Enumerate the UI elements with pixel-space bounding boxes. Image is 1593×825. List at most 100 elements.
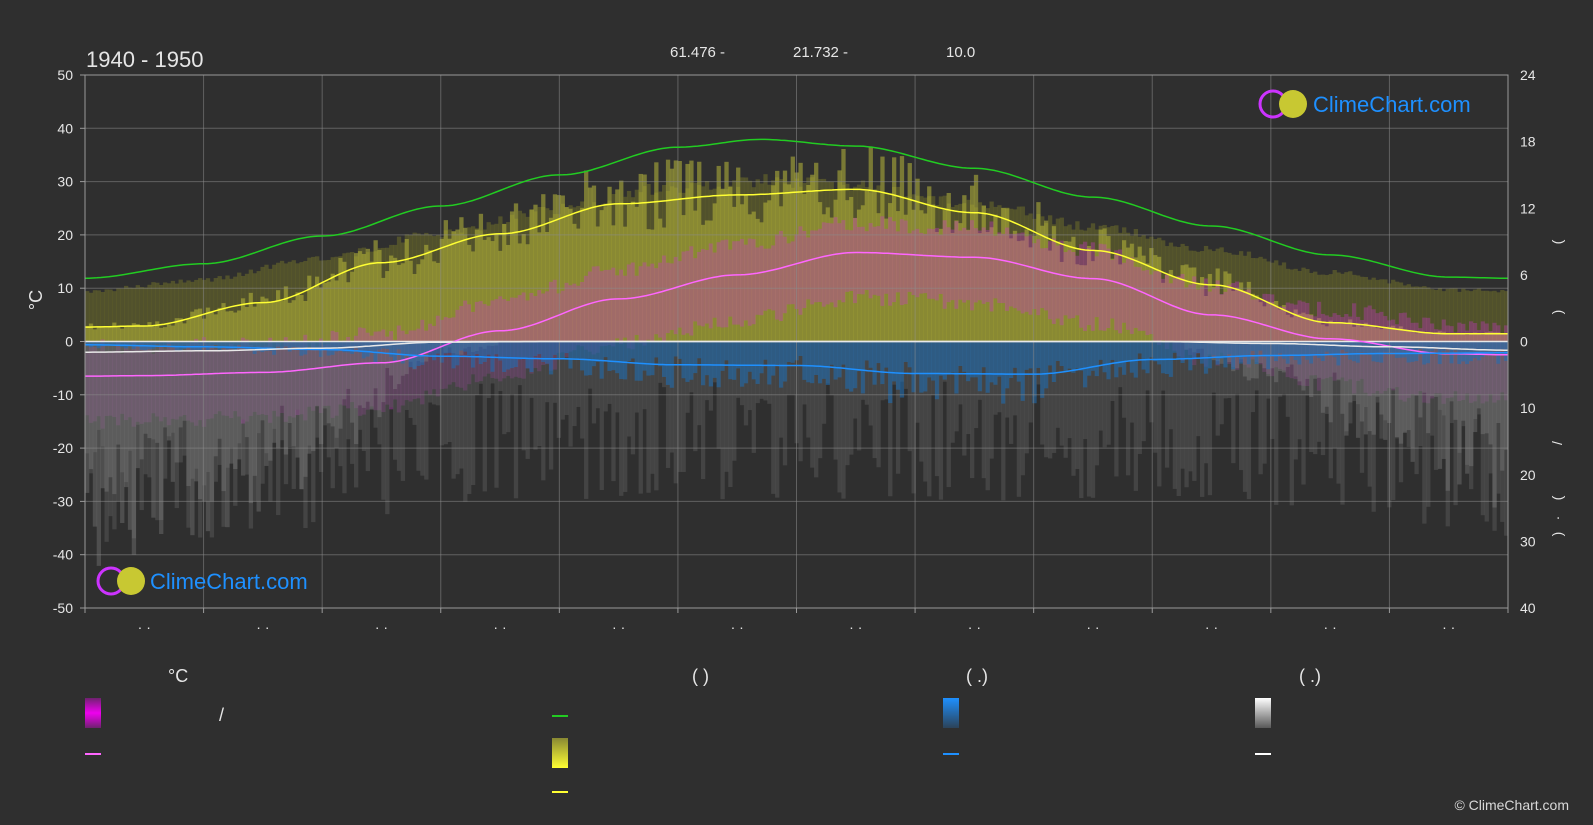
precip-day-bar [455, 341, 460, 475]
temp-range-day-bar [853, 217, 858, 304]
brand-logo-bottom[interactable]: ClimeChart.com [96, 566, 308, 596]
rain-day-bar [217, 341, 222, 350]
rain-day-bar [552, 341, 558, 355]
sunshine-day-bar [1141, 255, 1146, 342]
sunshine-day-bar [685, 163, 690, 342]
rain-day-bar [1367, 341, 1372, 355]
temp-range-day-bar [868, 223, 873, 299]
sunshine-day-bar [856, 209, 862, 342]
sunshine-day-bar [786, 184, 792, 342]
daylight-day-bar [1316, 274, 1322, 342]
temp-range-day-bar [1051, 238, 1057, 324]
temp-range-day-bar [677, 261, 682, 328]
temp-range-day-bar [1176, 275, 1181, 357]
precip-day-bar [459, 341, 464, 469]
rain-day-bar [120, 341, 125, 348]
sunshine-day-bar [365, 248, 370, 342]
rain-day-bar [428, 341, 433, 356]
precip-day-bar [1098, 341, 1103, 431]
rain-day-bar [1090, 341, 1096, 371]
precip-day-bar [112, 341, 117, 530]
rain-day-bar [697, 341, 702, 359]
precip-day-bar [1270, 341, 1275, 439]
snow-day-bar [272, 341, 277, 443]
snow-day-bar [373, 341, 378, 389]
rain-day-bar [1430, 341, 1435, 351]
rain-day-bar [315, 341, 320, 350]
sunshine-day-bar [1469, 333, 1474, 342]
precip-day-bar [116, 341, 121, 502]
sunshine-day-bar [377, 249, 382, 342]
precip-day-bar [1024, 341, 1029, 454]
sunshine-day-bar [1125, 247, 1131, 342]
precip-day-bar [576, 341, 581, 407]
daylight-day-bar [166, 283, 172, 342]
sunshine-day-bar [541, 194, 546, 342]
rain-day-bar [498, 341, 503, 361]
temp-range-day-bar [1001, 233, 1006, 304]
precip-day-bar [1492, 341, 1497, 531]
precip-day-bar [1476, 341, 1482, 415]
rain-day-bar [1254, 341, 1259, 365]
snow-day-bar [291, 341, 296, 447]
temp-range-day-bar [607, 269, 612, 345]
sunshine-day-bar [626, 204, 632, 342]
precip-day-bar [1149, 341, 1154, 423]
precip-day-bar [237, 341, 242, 444]
precip-day-bar [724, 341, 729, 472]
snow-day-bar [92, 341, 98, 527]
daylight-day-bar [85, 291, 90, 342]
sunshine-day-bar [962, 195, 967, 342]
sunshine-day-bar [1172, 276, 1178, 342]
sunshine-day-bar [1028, 247, 1033, 342]
sunshine-day-bar [1488, 331, 1493, 342]
rain-day-bar [1172, 341, 1178, 353]
rain-day-bar [829, 341, 834, 365]
temp-range-day-bar [1238, 291, 1244, 363]
rain-day-bar [1012, 341, 1018, 368]
rain-day-bar [615, 341, 620, 374]
snow-day-bar [1324, 341, 1330, 407]
precip-day-bar [665, 341, 671, 468]
brand-logo-top[interactable]: ClimeChart.com [1258, 89, 1471, 119]
temp-range-day-bar [486, 305, 491, 374]
rain-day-bar [1215, 341, 1220, 365]
rain-day-bar [895, 341, 901, 390]
x-tick-label: · · [612, 619, 625, 635]
precip-day-bar [205, 341, 211, 472]
logo-sun-icon [117, 567, 145, 595]
precip-day-bar [346, 341, 351, 440]
precip-day-bar [1047, 341, 1053, 459]
rain-day-bar [311, 341, 316, 348]
sunshine-day-bar [1063, 241, 1068, 342]
temp-range-day-bar [786, 243, 792, 305]
precip-day-bar [1469, 341, 1474, 490]
legend-snow-header: ( .) [1299, 666, 1321, 686]
rain-day-bar [572, 341, 577, 359]
sunshine-day-bar [229, 310, 234, 342]
sunshine-day-bar [1398, 326, 1404, 342]
precip-day-bar [252, 341, 257, 502]
sunshine-day-bar [938, 228, 944, 342]
sunshine-day-bar [1441, 331, 1447, 342]
rain-day-bar [966, 341, 971, 382]
rain-day-bar [1047, 341, 1053, 366]
sunshine-day-bar [1375, 328, 1380, 342]
rain-day-bar [548, 341, 554, 375]
snow-day-bar [365, 341, 370, 402]
rain-day-bar [467, 341, 472, 355]
precip-day-bar [786, 341, 792, 395]
sunshine-day-bar [985, 232, 990, 342]
rain-day-bar [782, 341, 788, 382]
precip-day-bar [100, 341, 105, 447]
temp-range-day-bar [548, 281, 554, 371]
snow-day-bar [1258, 341, 1263, 363]
rain-day-bar [244, 341, 250, 351]
sunshine-day-bar [155, 321, 160, 342]
rain-day-bar [1242, 341, 1248, 358]
precip-day-bar [1297, 341, 1302, 440]
sunshine-day-bar [1047, 250, 1053, 342]
temp-range-day-bar [1262, 293, 1267, 372]
daylight-day-bar [1305, 269, 1310, 342]
sunshine-day-bar [837, 170, 842, 342]
